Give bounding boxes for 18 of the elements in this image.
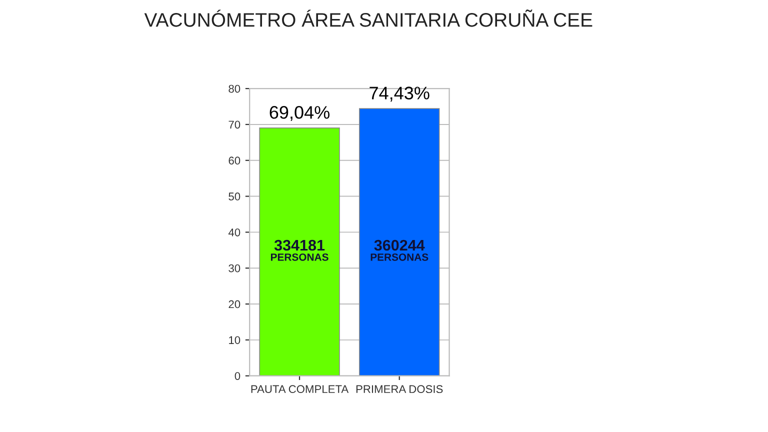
y-tick-label: 30 bbox=[228, 264, 240, 272]
y-tick-label: 0 bbox=[234, 372, 240, 380]
x-tick-label: PRIMERA DOSIS bbox=[356, 385, 443, 394]
annotation: PERSONAS bbox=[270, 253, 328, 261]
data-label: 74,43% bbox=[370, 86, 430, 102]
annotation: 360244 bbox=[374, 240, 425, 251]
y-tick-label: 60 bbox=[228, 156, 240, 165]
annotation: PERSONAS bbox=[370, 253, 428, 261]
y-tick-label: 10 bbox=[229, 336, 240, 344]
y-tick-label: 20 bbox=[228, 300, 240, 308]
annotation: 334181 bbox=[274, 240, 325, 251]
chart-title: VACUNÓMETRO ÁREA SANITARIA CORUÑA CEE bbox=[144, 10, 592, 27]
data-label: 69,04% bbox=[270, 106, 330, 121]
y-tick-label: 50 bbox=[228, 192, 240, 200]
y-tick-label: 80 bbox=[228, 84, 240, 93]
x-tick-label: PAUTA COMPLETA bbox=[251, 385, 349, 394]
y-tick-label: 70 bbox=[228, 120, 240, 129]
y-tick-label: 40 bbox=[228, 228, 240, 236]
